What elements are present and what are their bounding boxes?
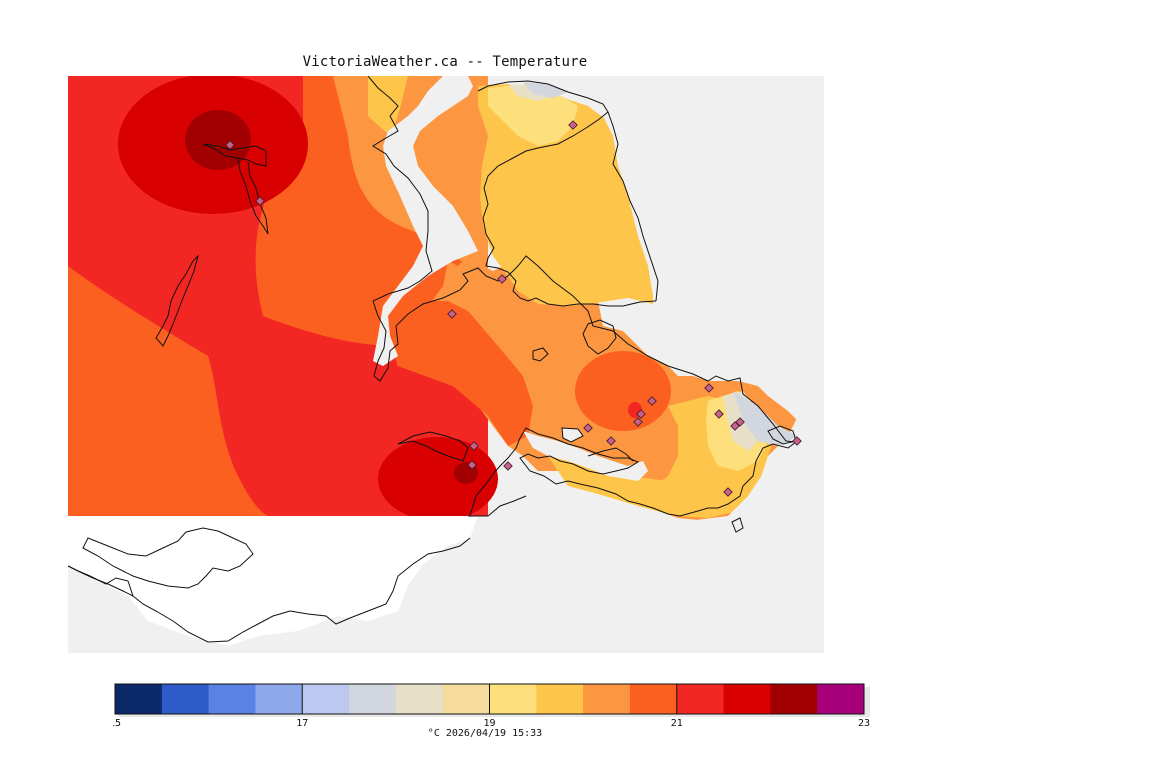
legend-bin bbox=[770, 684, 818, 714]
legend-bin bbox=[302, 684, 350, 714]
contour-19-north bbox=[368, 76, 408, 136]
station-marker bbox=[225, 140, 235, 150]
station-marker bbox=[704, 383, 714, 393]
saanich-inlet bbox=[373, 76, 478, 366]
temperature-map bbox=[68, 76, 824, 653]
legend-bin bbox=[161, 684, 210, 714]
ocean-east bbox=[488, 76, 824, 653]
station-marker bbox=[568, 120, 578, 130]
legend-bin bbox=[536, 684, 584, 714]
station-marker bbox=[723, 487, 733, 497]
saanich-grey bbox=[523, 82, 568, 98]
legend-tick-label: 21 bbox=[671, 718, 683, 729]
station-marker bbox=[633, 417, 643, 427]
vancouver-island-coast bbox=[367, 76, 798, 517]
station-markers bbox=[225, 120, 802, 497]
legend-bins bbox=[115, 684, 865, 714]
legend-tick-label: 19 bbox=[483, 718, 495, 729]
legend-bin bbox=[208, 684, 256, 714]
station-marker bbox=[467, 460, 477, 470]
outside-data-mask bbox=[68, 516, 478, 646]
legend-tick-label: 23 bbox=[858, 718, 870, 729]
san-juan-island bbox=[82, 527, 254, 589]
legend-ticks: 15 17 19 21 23 bbox=[113, 684, 870, 729]
legend-bin bbox=[442, 684, 490, 714]
color-legend: 15 17 19 21 23 bbox=[113, 683, 870, 729]
esquimalt-inlet bbox=[561, 427, 584, 443]
hot-spot-north-core bbox=[185, 110, 251, 170]
station-marker bbox=[735, 417, 745, 427]
saanich-peninsula-east-coast bbox=[607, 111, 659, 302]
station-marker bbox=[497, 274, 507, 284]
legend-bin bbox=[676, 684, 725, 714]
small-islet bbox=[731, 517, 744, 533]
warm-spot-east bbox=[575, 351, 671, 431]
station-marker bbox=[255, 196, 265, 206]
legend-bin bbox=[723, 684, 771, 714]
ocean-island-a bbox=[582, 319, 617, 355]
contour-21-west bbox=[68, 266, 268, 516]
peninsula-west-orange bbox=[388, 301, 533, 446]
legend-bin bbox=[629, 684, 678, 714]
saanich-peninsula-west-coast bbox=[477, 80, 657, 307]
northern-island-coast bbox=[68, 565, 134, 597]
station-marker bbox=[647, 396, 657, 406]
legend-bin bbox=[817, 684, 865, 714]
station-marker bbox=[503, 461, 513, 471]
hot-spot-south bbox=[378, 437, 498, 521]
station-marker bbox=[606, 436, 616, 446]
station-marker bbox=[583, 423, 593, 433]
saanich-yellow bbox=[478, 84, 658, 306]
temperature-contours-west bbox=[68, 76, 498, 521]
legend-bin bbox=[583, 684, 631, 714]
harbour-inlet bbox=[523, 431, 648, 481]
thetis-island bbox=[202, 143, 267, 167]
map-title: VictoriaWeather.ca -- Temperature bbox=[302, 54, 588, 70]
legend-bin bbox=[349, 684, 397, 714]
station-marker bbox=[714, 409, 724, 419]
legend-bin bbox=[395, 684, 444, 714]
oakbay-grey bbox=[733, 391, 798, 446]
legend-bin bbox=[489, 684, 537, 714]
sooke-yellow bbox=[548, 456, 728, 516]
station-marker bbox=[469, 441, 479, 451]
station-marker bbox=[447, 309, 457, 319]
legend-tick-label: 17 bbox=[296, 718, 308, 729]
vancouver-isl-north-tip bbox=[468, 495, 527, 517]
harbour-shore bbox=[587, 447, 634, 462]
legend-bin bbox=[255, 684, 303, 714]
thetis-spit bbox=[237, 157, 269, 235]
coast-lower-1 bbox=[397, 431, 469, 462]
olympic-coast bbox=[68, 537, 471, 643]
station-marker bbox=[636, 409, 646, 419]
ruxton-island-1 bbox=[155, 254, 199, 347]
legend-caption: °C 2026/04/19 15:33 bbox=[427, 728, 543, 739]
saanich-pale bbox=[488, 84, 578, 146]
coastlines bbox=[68, 76, 798, 643]
station-marker bbox=[792, 436, 802, 446]
ocean-island-b bbox=[532, 347, 549, 362]
temperature-contours-east bbox=[388, 82, 798, 521]
legend-tick-label: 15 bbox=[113, 718, 121, 729]
legend-bin bbox=[115, 684, 163, 714]
